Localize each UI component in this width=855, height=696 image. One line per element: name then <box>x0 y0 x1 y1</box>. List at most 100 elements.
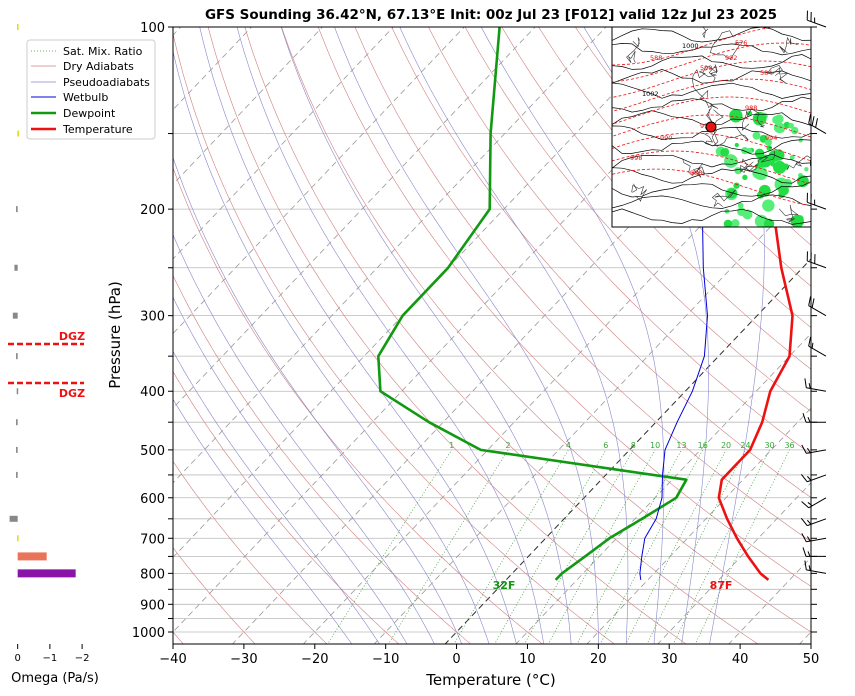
y-tick-label: 900 <box>140 598 165 613</box>
inset-precip <box>796 215 804 223</box>
omega-bar <box>17 535 19 541</box>
x-tick-label: 20 <box>590 652 607 667</box>
dgz-label-upper: DGZ <box>59 330 85 343</box>
mixing-ratio-label: 2 <box>505 441 510 450</box>
omega-bar <box>18 569 76 577</box>
inset-precip <box>731 219 739 227</box>
mixing-ratio-label: 6 <box>603 441 608 450</box>
wind-barb-half <box>812 343 813 348</box>
inset-contour-label: 988 <box>745 104 757 112</box>
x-tick-label: 40 <box>732 652 749 667</box>
inset-precip <box>738 203 744 209</box>
legend: Sat. Mix. Ratio Dry Adiabats Pseudoadiab… <box>27 40 155 139</box>
inset-precip <box>783 163 789 169</box>
inset-precip <box>781 180 788 187</box>
omega-bar <box>14 265 17 271</box>
legend-label-temperature: Temperature <box>62 123 133 136</box>
x-tick-label: 0 <box>452 652 460 667</box>
y-tick-label: 100 <box>140 21 165 36</box>
legend-label-dry-adiabats: Dry Adiabats <box>63 60 134 73</box>
omega-bar <box>17 24 19 30</box>
x-tick-label: 50 <box>803 652 820 667</box>
inset-contour-label: 998 <box>630 154 642 162</box>
legend-label-wetbulb: Wetbulb <box>63 91 108 104</box>
y-tick-label: 500 <box>140 444 165 459</box>
y-tick-label: 400 <box>140 385 165 400</box>
omega-axis-label: Omega (Pa/s) <box>11 671 99 686</box>
omega-tick-label: −2 <box>75 653 90 664</box>
omega-bar <box>16 419 18 425</box>
y-tick-label: 800 <box>140 567 165 582</box>
mixing-ratio-label: 10 <box>650 441 660 450</box>
x-tick-label: −40 <box>159 652 186 667</box>
wind-barb <box>807 11 826 27</box>
inset-contour-label: 584 <box>760 69 772 77</box>
omega-bar <box>17 388 19 394</box>
inset-contour-label: 990 <box>660 134 672 142</box>
mixing-ratio-label: 20 <box>721 441 731 450</box>
inset-precip <box>791 127 798 134</box>
inset-precip <box>762 199 774 211</box>
x-tick-label: −30 <box>230 652 257 667</box>
mixing-ratio-label: 8 <box>631 441 636 450</box>
inset-location-marker <box>706 122 716 132</box>
inset-precip <box>742 175 747 180</box>
omega-bar <box>18 552 47 560</box>
legend-label-pseudoadiabats: Pseudoadiabats <box>63 76 150 89</box>
mixing-ratio-label: 4 <box>566 441 571 450</box>
omega-bar <box>16 353 18 359</box>
inset-contour-label: 1000 <box>682 42 699 50</box>
x-tick-label: 10 <box>519 652 536 667</box>
inset-precip <box>799 138 803 142</box>
omega-bar <box>16 472 18 478</box>
x-tick-label: −20 <box>301 652 328 667</box>
mixing-ratio-label: 36 <box>784 441 794 450</box>
omega-tick-label: 0 <box>14 653 20 664</box>
omega-bar <box>10 516 18 522</box>
inset-contour-label: 986 <box>690 169 702 177</box>
inset-contour-label: 588 <box>650 54 662 62</box>
y-tick-label: 1000 <box>132 626 165 641</box>
y-tick-label: 200 <box>140 203 165 218</box>
inset-precip <box>735 143 739 147</box>
y-tick-label: 600 <box>140 492 165 507</box>
inset-contour-label: 1002 <box>642 90 659 98</box>
inset-map: 1000100299699299098898699499858458859057… <box>612 0 817 229</box>
omega-bar <box>17 131 19 137</box>
mixing-ratio-label: 24 <box>740 441 750 450</box>
mixing-ratio-label: 1 <box>449 441 454 450</box>
inset-contour-label: 590 <box>700 64 712 72</box>
x-tick-label: −10 <box>372 652 399 667</box>
inset-contour-label: 994 <box>765 134 777 142</box>
x-tick-label: 30 <box>661 652 678 667</box>
dgz-label-lower: DGZ <box>59 387 85 400</box>
inset-precip <box>774 122 785 133</box>
omega-bar <box>13 313 18 319</box>
legend-label-mixing-ratio: Sat. Mix. Ratio <box>63 45 143 58</box>
inset-contour-label: 576 <box>735 39 747 47</box>
inset-contour-label: 992 <box>725 54 737 62</box>
y-axis-label: Pressure (hPa) <box>106 281 124 389</box>
chart-title: GFS Sounding 36.42°N, 67.13°E Init: 00z … <box>205 7 777 23</box>
mixing-ratio-label: 16 <box>698 441 708 450</box>
inset-precip <box>741 147 748 154</box>
inset-precip <box>720 148 729 157</box>
wind-barb-flag <box>816 118 818 127</box>
inset-precip <box>733 182 739 188</box>
wind-barb-flag <box>812 298 814 307</box>
mixing-ratio-label: 30 <box>764 441 774 450</box>
omega-bar <box>16 447 18 453</box>
wind-barb-flag <box>812 116 814 125</box>
omega-bar <box>16 206 18 212</box>
mixing-ratio-label: 13 <box>676 441 686 450</box>
omega-tick-label: −1 <box>43 653 58 664</box>
dry-adiabat-line <box>832 27 855 645</box>
inset-precip <box>752 132 760 140</box>
surface-temperature-label: 87F <box>710 579 733 592</box>
y-tick-label: 300 <box>140 310 165 325</box>
wind-barb-staff <box>807 20 826 27</box>
surface-dewpoint-label: 32F <box>493 579 516 592</box>
inset-precip <box>729 109 742 122</box>
